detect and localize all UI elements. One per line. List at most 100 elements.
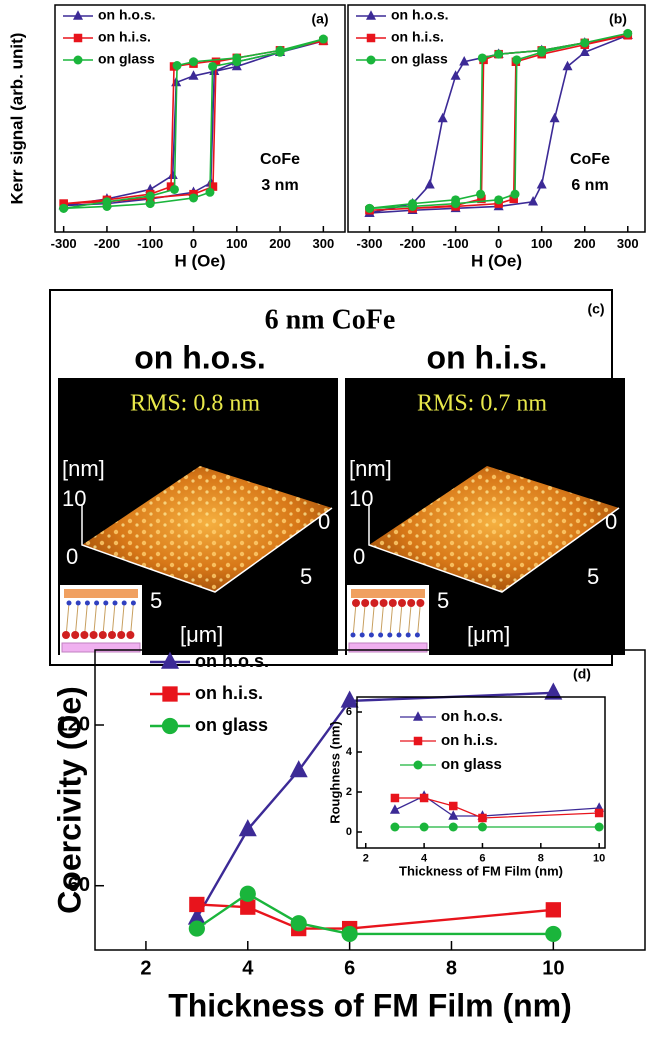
marker [189,897,204,912]
y-tick-label: 0 [318,509,330,534]
schematic-tail [351,633,356,638]
z-tick-label: 10 [62,486,86,511]
x-tick-label: 0 [190,236,197,251]
z-tick-label: 0 [66,544,78,569]
y-tick-label: 6 [346,706,352,718]
schematic-head [407,599,415,607]
image-caption: on h.i.s. [427,339,548,375]
marker [528,196,538,206]
marker [189,920,205,936]
marker [240,886,256,902]
marker [563,61,573,70]
figure: 6 nm CoFe (c) on h.o.s.RMS: 0.8 nm[nm]10… [0,0,655,1038]
marker [408,199,417,208]
schematic-head [361,599,369,607]
schematic-tail [90,631,98,639]
legend-marker [414,761,423,770]
y-axis-label: Roughness (nm) [327,721,342,824]
annotation: CoFe [570,151,610,168]
x-tick-label: 5 [150,588,162,613]
marker [102,197,111,206]
marker [168,170,178,180]
rms-label: RMS: 0.8 nm [130,391,260,417]
schematic-head [131,601,136,606]
x-tick-label: -200 [94,236,120,251]
x-tick-label: 4 [242,957,254,979]
marker [189,57,198,66]
x-tick-label: 200 [574,236,596,251]
x-axis-label: Thickness of FM Film (nm) [168,987,572,1023]
y-tick-label: 4 [346,746,353,758]
schematic-head [380,599,388,607]
marker [319,35,328,44]
schematic-head [94,601,99,606]
marker [623,29,632,38]
legend-marker [414,737,423,746]
marker [420,823,429,832]
marker [146,192,155,201]
rms-label: RMS: 0.7 nm [417,391,547,417]
schematic-tail [378,633,383,638]
legend-marker [162,718,178,734]
x-tick-label: 8 [446,957,457,979]
schematic-tail [360,633,365,638]
y-tick-label: 2 [346,786,352,798]
z-axis-label: [nm] [62,456,105,481]
xy-axis-label: [μm] [467,622,510,647]
schematic-tail [126,631,134,639]
y-tick-label: 0 [605,509,617,534]
marker [232,53,241,62]
marker [170,185,179,194]
z-axis-label: [nm] [349,456,392,481]
schematic-head [122,601,127,606]
legend-marker [413,711,423,721]
image-caption: on h.o.s. [134,339,266,375]
marker [365,204,374,213]
schematic-tail [117,631,125,639]
y-tick-label: 0 [346,826,352,838]
marker [595,823,604,832]
legend-label: on h.o.s. [391,7,449,23]
schematic-tail [80,631,88,639]
y-axis-label: Kerr signal (arb. unit) [7,33,26,205]
legend-label: on h.i.s. [441,732,498,749]
marker [478,53,487,62]
panel-label: (b) [609,11,627,27]
legend-label: on glass [195,715,268,735]
x-tick-label: -100 [137,236,163,251]
schematic-tail [387,633,392,638]
schematic-layer [351,589,425,598]
marker [391,794,400,803]
marker [580,38,589,47]
marker [208,62,217,71]
x-tick-label: 100 [226,236,248,251]
marker [512,55,521,64]
marker [595,809,604,818]
schematic-tail [108,631,116,639]
marker [420,794,429,803]
marker [438,113,448,123]
schematic-tail [62,631,70,639]
marker [276,46,285,55]
legend-marker [73,10,83,20]
x-tick-label: -100 [443,236,469,251]
schematic-head [389,599,397,607]
marker [550,113,560,123]
legend-label: on glass [98,51,155,67]
legend-label: on h.i.s. [98,29,151,45]
legend-label: on h.i.s. [195,683,263,703]
schematic-head [352,599,360,607]
x-axis-label: Thickness of FM Film (nm) [399,863,563,878]
legend-marker [366,10,376,20]
legend-marker [367,34,376,43]
marker [537,179,547,189]
x-tick-label: -200 [400,236,426,251]
marker [511,190,520,199]
marker [291,915,307,931]
marker [546,902,561,917]
x-tick-label: 6 [344,957,355,979]
legend-label: on h.o.s. [98,7,156,23]
x-axis-label: H (Oe) [175,251,226,270]
x-tick-label: -300 [357,236,383,251]
x-tick-label: 5 [437,588,449,613]
